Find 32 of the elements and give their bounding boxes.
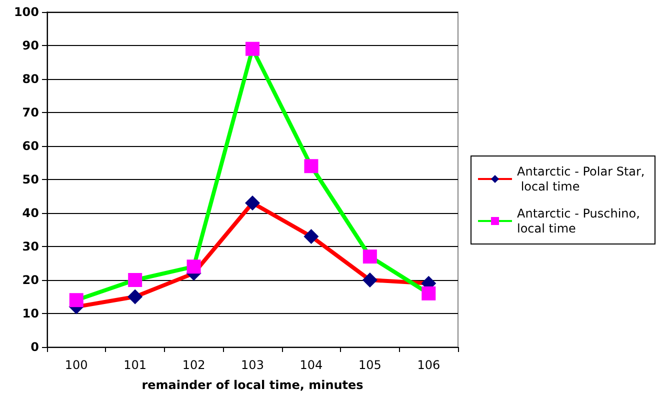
- point: [246, 42, 260, 56]
- y-tick-label: 50: [22, 172, 39, 186]
- y-tick-label: 20: [22, 273, 39, 287]
- y-tick-label: 10: [22, 306, 39, 320]
- point: [128, 273, 142, 287]
- point: [422, 286, 436, 300]
- y-tick-label: 100: [14, 5, 39, 19]
- y-tick-label: 60: [22, 139, 39, 153]
- y-tick-label: 90: [22, 38, 39, 52]
- x-tick-label: 100: [64, 358, 88, 372]
- y-tick-label: 0: [30, 340, 39, 354]
- point: [362, 272, 378, 288]
- x-tick-label: 102: [182, 358, 206, 372]
- point: [186, 260, 201, 274]
- x-tick-label: 101: [124, 358, 147, 372]
- legend-label: Antarctic - Puschino, local time: [517, 206, 644, 236]
- y-tick-label: 80: [22, 72, 39, 86]
- y-tick-label: 70: [22, 106, 39, 120]
- x-tick-label: 104: [300, 358, 323, 372]
- legend-label: Antarctic - Polar Star, local time: [517, 164, 645, 194]
- x-tick-label: 105: [358, 358, 382, 372]
- y-tick-label: 40: [22, 206, 39, 220]
- point: [304, 228, 319, 244]
- x-tick-label: 103: [241, 358, 264, 372]
- y-tick-label: 30: [22, 240, 39, 254]
- point: [128, 289, 143, 304]
- point: [304, 159, 318, 174]
- x-tick-label: 106: [417, 358, 440, 372]
- point: [69, 293, 84, 308]
- point: [362, 250, 377, 264]
- point: [245, 195, 260, 210]
- x-axis-title: remainder of local time, minutes: [142, 378, 364, 392]
